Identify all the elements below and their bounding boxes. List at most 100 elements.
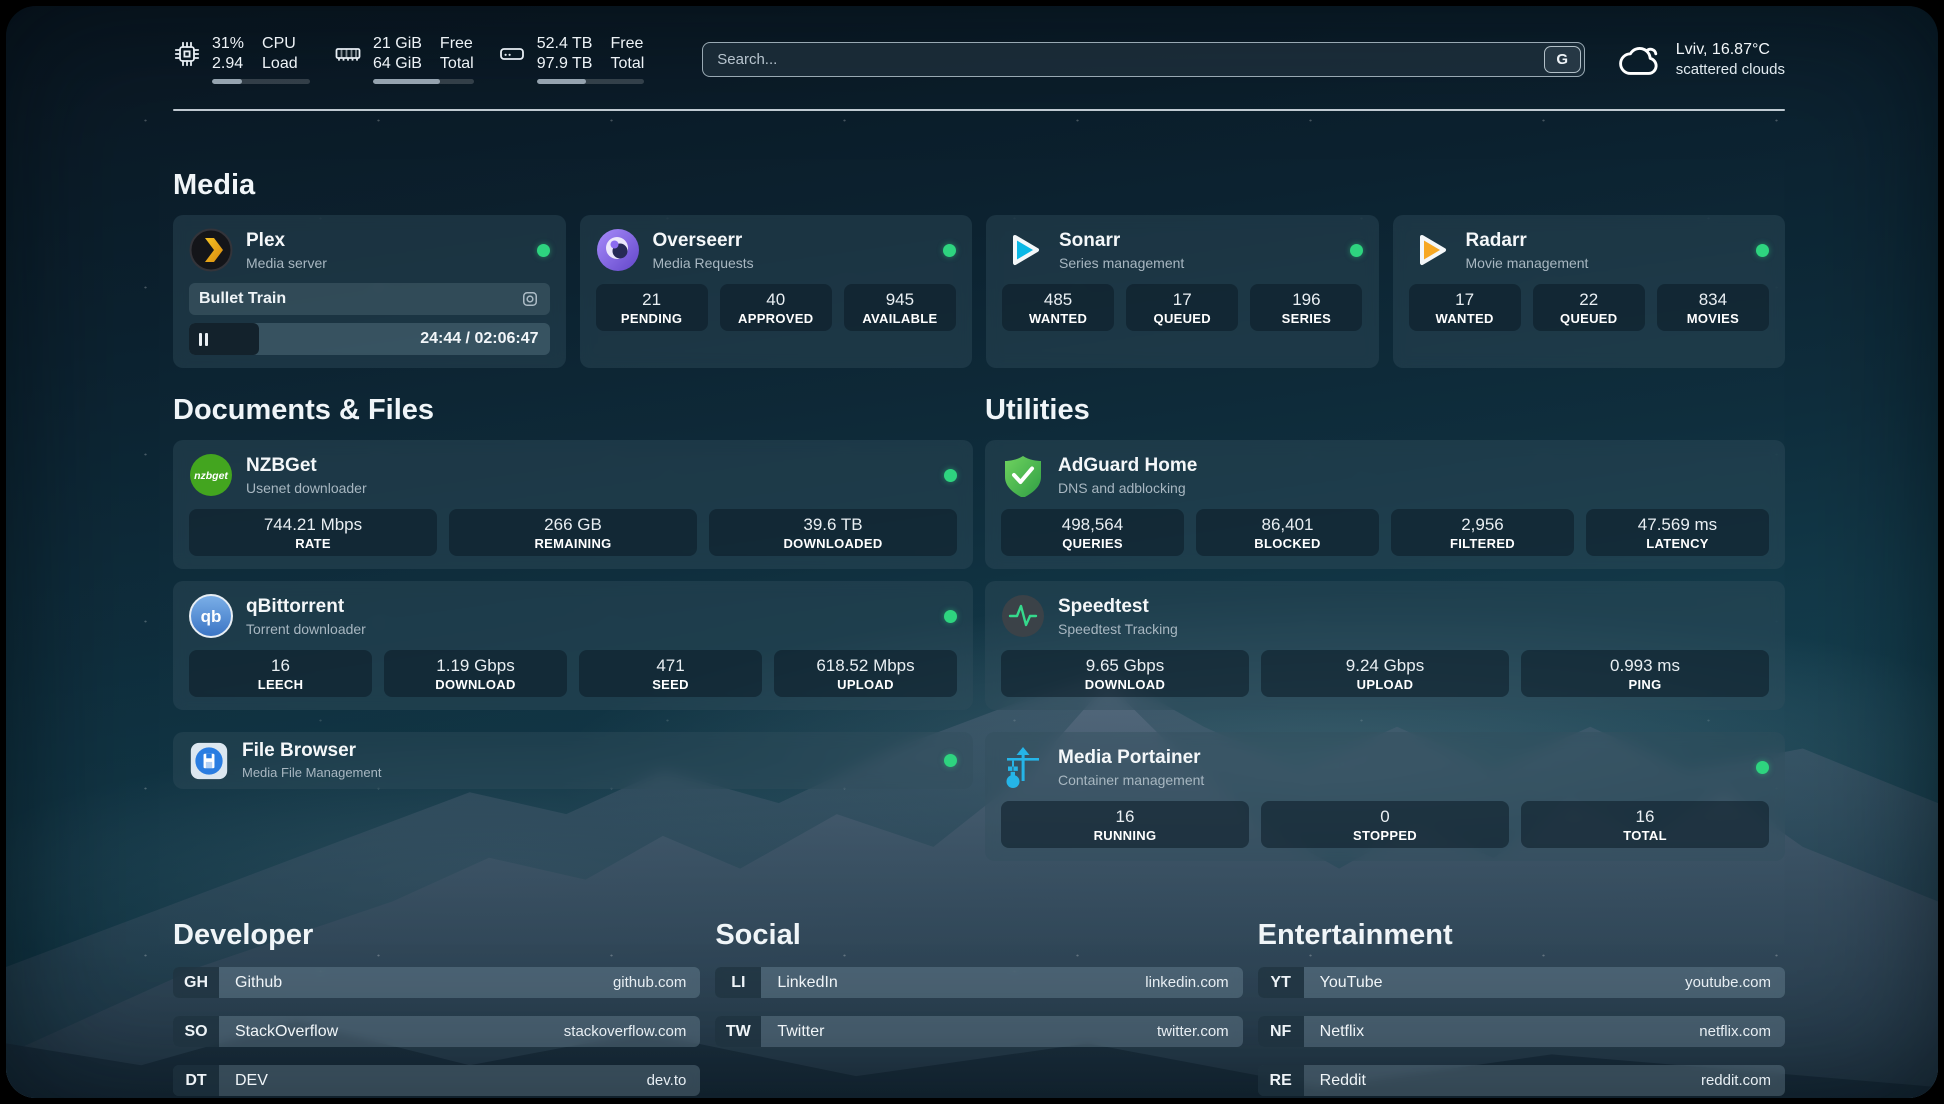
dashboard-frame: 31% 2.94 CPU Load 21 GiB 64 GiB [6,6,1938,1098]
link-badge: TW [715,1016,762,1047]
portainer-card[interactable]: Media Portainer Container management 16 R… [985,732,1785,861]
cpu-label: CPU [262,35,296,52]
stat-wanted: 485 WANTED [1002,284,1115,331]
nzbget-icon: nzbget [189,453,233,497]
link-badge: RE [1257,1065,1304,1096]
app-subtitle: Media Requests [652,254,754,271]
section-title-social: Social [715,919,801,951]
app-subtitle: Torrent downloader [246,620,366,637]
app-title: Radarr [1465,229,1527,251]
cpu-progress-fill [212,79,243,84]
memory-total-value: 64 GiB [373,55,422,72]
playback-elapsed [189,323,260,355]
stat-download: 1.19 Gbps DOWNLOAD [384,650,567,697]
search-input[interactable] [702,41,1585,77]
link-reddit[interactable]: RE Reddit reddit.com [1257,1065,1785,1096]
stat-queued: 22 QUEUED [1532,284,1645,331]
media-card-row: Plex Media server Bullet Train [173,215,1785,368]
cpu-load-label: Load [262,55,298,72]
app-title: Speedtest [1058,595,1149,617]
app-title: qBittorrent [246,595,345,617]
section-title-developer: Developer [173,919,314,951]
stat-movies: 834 MOVIES [1656,284,1769,331]
app-subtitle: Media server [246,254,327,271]
disk-free-label: Free [610,35,644,52]
disk-stat: 52.4 TB 97.9 TB Free Total [498,34,645,84]
disk-progress-track [536,79,645,84]
entertainment-section: Entertainment YT YouTube youtube.com NF … [1257,917,1785,1098]
overseerr-card[interactable]: Overseerr Media Requests 21 PENDING 40 APP… [579,215,972,368]
status-dot [1756,243,1769,257]
cpu-load-value: 2.94 [212,55,244,72]
stat-upload: 9.24 Gbps UPLOAD [1261,650,1509,697]
adguard-card[interactable]: AdGuard Home DNS and adblocking 498,564 Q… [985,440,1785,569]
disk-icon [498,40,526,68]
cpu-progress-track [212,79,310,84]
app-subtitle: Container management [1058,771,1205,788]
app-title: File Browser [242,740,357,761]
status-dot [944,609,957,623]
stat-pending: 21 PENDING [595,284,708,331]
link-badge: SO [173,1016,219,1047]
session-icon [520,289,540,309]
memory-stat: 21 GiB 64 GiB Free Total [334,34,474,84]
overseerr-icon [596,228,640,272]
link-linkedin[interactable]: LI LinkedIn linkedin.com [715,967,1243,998]
link-twitter[interactable]: TW Twitter twitter.com [715,1016,1243,1047]
speedtest-icon [1001,594,1045,638]
stat-approved: 40 APPROVED [719,284,832,331]
radarr-card[interactable]: Radarr Movie management 17 WANTED 22 QUEUE… [1392,215,1785,368]
link-youtube[interactable]: YT YouTube youtube.com [1257,967,1785,998]
disk-total-label: Total [610,55,645,72]
filebrowser-card[interactable]: File Browser Media File Management [173,732,973,789]
status-dot [536,243,550,257]
link-badge: YT [1257,967,1304,998]
stat-seed: 471 SEED [579,650,762,697]
section-title-documents: Documents & Files [173,394,435,426]
section-title-utilities: Utilities [985,394,1090,426]
stat-blocked: 86,401 BLOCKED [1196,509,1379,556]
app-title: Media Portainer [1058,746,1201,768]
app-title: NZBGet [246,454,317,476]
status-dot [943,243,956,257]
stat-running: 16 RUNNING [1001,801,1249,848]
link-stackoverflow[interactable]: SO StackOverflow stackoverflow.com [173,1016,701,1047]
memory-progress-fill [373,79,441,84]
memory-icon [334,40,362,68]
weather-widget: Lviv, 16.87°C scattered clouds [1617,39,1785,80]
stat-remaining: 266 GB REMAINING [449,509,697,556]
disk-total-value: 97.9 TB [536,55,593,72]
stat-queued: 17 QUEUED [1126,284,1239,331]
link-badge: NF [1257,1016,1304,1047]
status-dot [944,754,957,767]
disk-progress-fill [536,79,587,84]
search-engine-button[interactable]: G [1543,45,1581,73]
qbittorrent-card[interactable]: qb qBittorrent Torrent downloader 16 LEEC… [173,581,973,710]
stat-wanted: 17 WANTED [1408,284,1521,331]
link-github[interactable]: GH Github github.com [173,967,701,998]
stat-download: 9.65 Gbps DOWNLOAD [1001,650,1249,697]
svg-text:nzbget: nzbget [194,470,228,482]
pause-button[interactable] [199,332,208,346]
plex-card[interactable]: Plex Media server Bullet Train [173,215,566,368]
cpu-percent: 31% [212,35,245,52]
link-netflix[interactable]: NF Netflix netflix.com [1257,1016,1785,1047]
memory-free-value: 21 GiB [373,35,422,52]
app-subtitle: Usenet downloader [246,479,367,496]
link-badge: LI [715,967,762,998]
stat-total: 16 TOTAL [1521,801,1769,848]
stat-queries: 498,564 QUERIES [1001,509,1184,556]
qbittorrent-icon: qb [189,594,233,638]
nzbget-card[interactable]: nzbget NZBGet Usenet downloader 744.21 M… [173,440,973,569]
memory-free-label: Free [439,35,473,52]
weather-location-temp: Lviv, 16.87°C [1675,40,1770,58]
svg-text:qb: qb [201,607,222,626]
stat-downloaded: 39.6 TB DOWNLOADED [709,509,957,556]
link-dev[interactable]: DT DEV dev.to [173,1065,701,1096]
sonarr-card[interactable]: Sonarr Series management 485 WANTED 17 QUE… [986,215,1379,368]
playback-time: 24:44 / 02:06:47 [420,330,539,347]
app-title: Overseerr [652,229,743,251]
app-title: Plex [246,229,286,251]
stat-leech: 16 LEECH [189,650,372,697]
speedtest-card[interactable]: Speedtest Speedtest Tracking 9.65 Gbps DO… [985,581,1785,710]
